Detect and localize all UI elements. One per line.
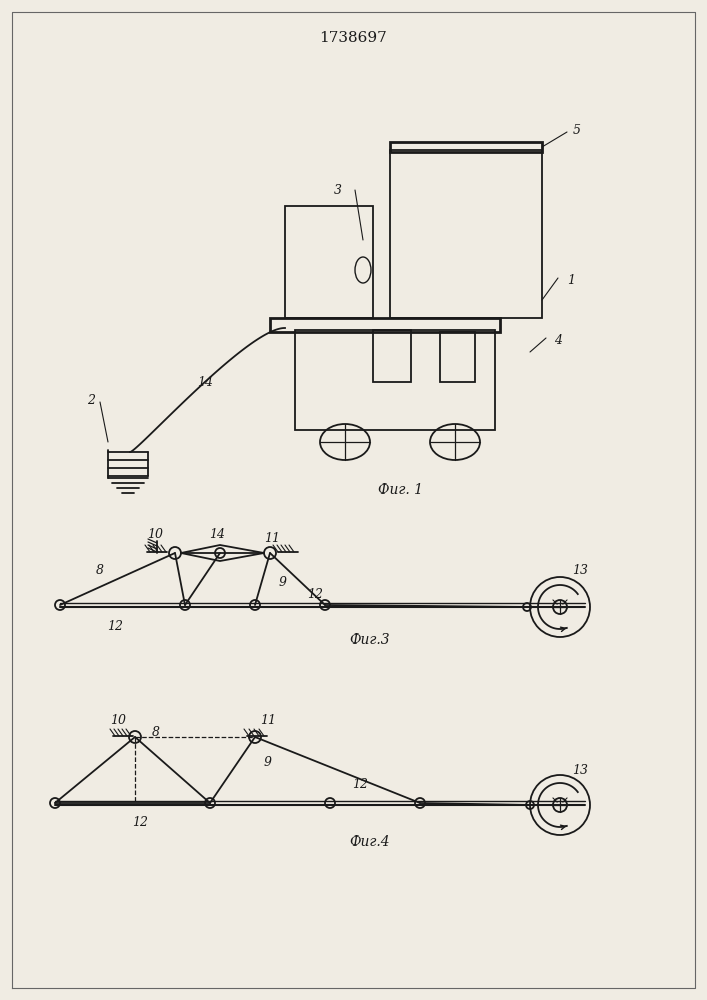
- Bar: [373, 330, 411, 382]
- Text: 9: 9: [279, 576, 287, 588]
- Text: 1738697: 1738697: [319, 31, 387, 45]
- Text: 4: 4: [554, 334, 562, 347]
- Text: 12: 12: [352, 778, 368, 792]
- Bar: [390, 150, 542, 318]
- Text: 14: 14: [209, 528, 225, 542]
- Text: 1: 1: [567, 273, 575, 286]
- Text: 12: 12: [132, 816, 148, 830]
- Text: 11: 11: [260, 714, 276, 726]
- Bar: [440, 332, 475, 382]
- Text: 8: 8: [96, 564, 104, 576]
- Text: 9: 9: [264, 756, 272, 770]
- Text: 13: 13: [572, 564, 588, 576]
- Bar: [390, 142, 542, 152]
- Text: 10: 10: [147, 528, 163, 542]
- Text: 12: 12: [307, 588, 323, 601]
- Text: 13: 13: [572, 764, 588, 776]
- Text: 12: 12: [107, 620, 123, 634]
- Bar: [295, 330, 495, 430]
- Text: Фиг.4: Фиг.4: [350, 835, 390, 849]
- Text: Фиг. 1: Фиг. 1: [378, 483, 423, 497]
- Text: 11: 11: [264, 532, 280, 544]
- Text: Фиг.3: Фиг.3: [350, 633, 390, 647]
- Text: 14: 14: [197, 375, 213, 388]
- Bar: [285, 206, 373, 318]
- Text: 3: 3: [334, 184, 342, 196]
- Bar: [270, 318, 500, 332]
- Text: 2: 2: [87, 393, 95, 406]
- Text: 5: 5: [573, 123, 581, 136]
- Text: 8: 8: [152, 726, 160, 738]
- Text: 10: 10: [110, 714, 126, 726]
